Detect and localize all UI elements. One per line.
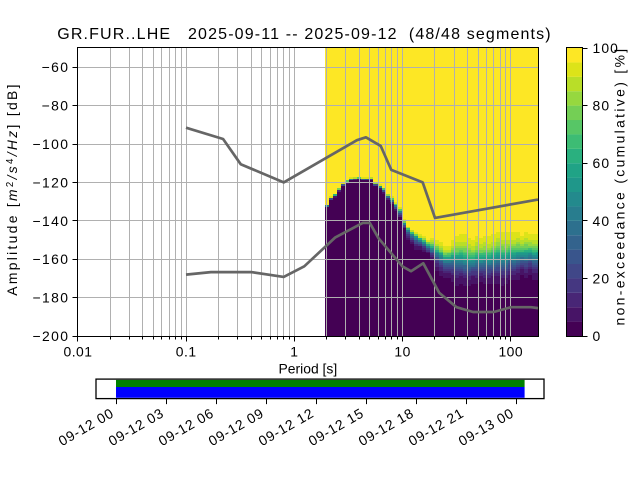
svg-text:−120: −120 bbox=[33, 174, 70, 190]
svg-text:40: 40 bbox=[593, 213, 611, 229]
svg-text:−200: −200 bbox=[33, 328, 70, 344]
svg-text:Period [s]: Period [s] bbox=[279, 361, 338, 377]
svg-text:80: 80 bbox=[593, 98, 611, 114]
svg-text:1: 1 bbox=[290, 344, 298, 360]
svg-text:Amplitude [m2/s4/Hz] [dB]: Amplitude [m2/s4/Hz] [dB] bbox=[4, 82, 20, 295]
svg-text:−160: −160 bbox=[33, 251, 70, 267]
svg-text:60: 60 bbox=[593, 155, 611, 171]
svg-text:−140: −140 bbox=[33, 213, 70, 229]
svg-text:0.1: 0.1 bbox=[176, 344, 197, 360]
svg-text:100: 100 bbox=[498, 344, 523, 360]
svg-text:0: 0 bbox=[593, 328, 602, 344]
svg-text:−180: −180 bbox=[33, 290, 70, 306]
svg-text:non-exceedance (cumulative) [%: non-exceedance (cumulative) [%] bbox=[612, 47, 628, 326]
svg-text:−60: −60 bbox=[42, 59, 70, 75]
svg-text:GR.FUR..LHE 2025-09-11 -- 20: GR.FUR..LHE 2025-09-11 -- 2025-09-12 (48… bbox=[57, 26, 552, 43]
svg-text:−80: −80 bbox=[42, 98, 70, 114]
svg-text:100: 100 bbox=[593, 40, 619, 56]
svg-text:20: 20 bbox=[593, 270, 611, 286]
svg-text:0.01: 0.01 bbox=[63, 344, 92, 360]
svg-text:10: 10 bbox=[394, 344, 410, 360]
svg-text:−100: −100 bbox=[33, 136, 70, 152]
